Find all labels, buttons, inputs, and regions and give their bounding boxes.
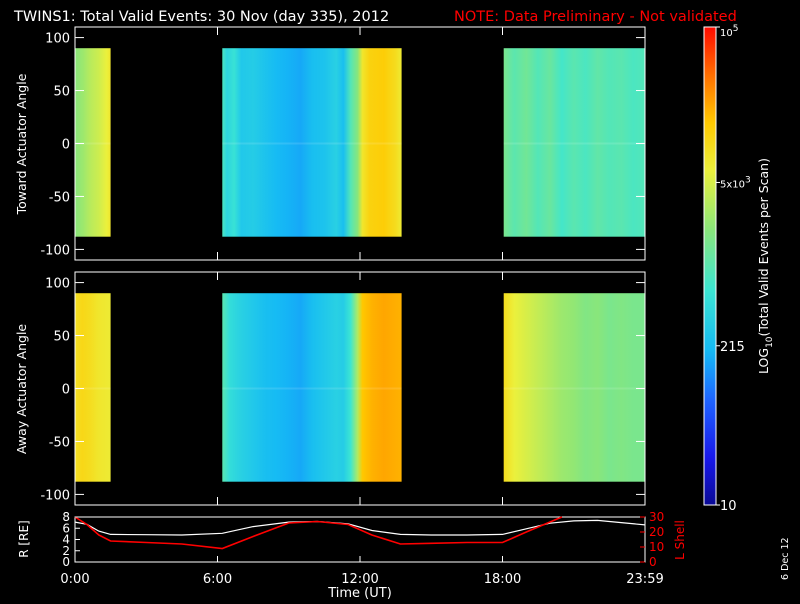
x-tick-label: 12:00 (341, 572, 378, 587)
colorbar-label: LOG10(Total Valid Events per Scan) (756, 158, 775, 374)
toward-y-tick-label: 50 (53, 85, 70, 100)
colorbar-tick-label: 5x103 (720, 175, 751, 190)
away-heatmap-block (222, 293, 402, 482)
away-y-tick-label: 0 (62, 383, 70, 398)
away-y-ticks: 100 50 0 -50 -100 (40, 272, 646, 505)
lshell-line (74, 516, 563, 550)
away-y-tick-label: -50 (49, 435, 70, 450)
away-y-tick-label: 100 (45, 277, 70, 292)
lshell-tick-label: 20 (649, 525, 664, 539)
date-stamp: 6 Dec 12 (780, 537, 791, 580)
away-y-tick-label: -100 (40, 488, 70, 503)
colorbar: 10 215 5x103 105 LOG10(Total Valid Events p… (703, 24, 775, 514)
colorbar-tick-label: 10 (720, 499, 737, 514)
r-tick-label: 6 (62, 521, 70, 535)
colorbar-fill (704, 27, 716, 505)
toward-heatmap-blocks (75, 48, 645, 237)
away-y-axis-label: Away Actuator Angle (14, 324, 29, 455)
colorbar-tick-label: 215 (720, 340, 745, 355)
away-y-tick-label: 50 (53, 330, 70, 345)
toward-y-tick-label: 100 (45, 32, 70, 47)
orbit-lines (74, 516, 646, 550)
x-tick-label: 6:00 (203, 572, 232, 587)
toward-heatmap-block (503, 48, 645, 237)
colorbar-frame (703, 26, 717, 506)
colorbar-gradient (704, 27, 716, 505)
toward-y-tick-label: -100 (40, 243, 70, 258)
x-axis-ticks: 0:00 6:00 12:00 18:00 23:59 (60, 556, 664, 587)
data-preliminary-note: NOTE: Data Preliminary - Not validated (454, 9, 737, 25)
toward-y-ticks: 100 50 0 -50 -100 (40, 27, 646, 260)
away-zero-band (75, 387, 111, 390)
plot-title: TWINS1: Total Valid Events: 30 Nov (day … (13, 9, 389, 25)
colorbar-ticks: 10 215 5x103 105 (716, 24, 751, 514)
away-zero-band (503, 387, 645, 390)
away-heatmap-blocks (75, 293, 645, 482)
lshell-axis-label: L Shell (673, 520, 687, 560)
toward-y-tick-label: -50 (49, 190, 70, 205)
x-tick-label: 0:00 (60, 572, 89, 587)
toward-heatmap-block (222, 48, 402, 237)
away-heatmap-block (503, 293, 645, 482)
r-distance-line (74, 519, 646, 536)
r-axis-label: R [RE] (17, 520, 31, 557)
r-tick-label: 2 (62, 544, 70, 558)
toward-zero-band (75, 142, 111, 145)
lshell-tick-label: 0 (649, 555, 657, 569)
r-tick-label: 4 (62, 533, 70, 547)
r-tick-label: 0 (62, 555, 70, 569)
away-zero-band (222, 387, 402, 390)
x-tick-label: 23:59 (626, 572, 663, 587)
toward-heatmap-block (75, 48, 111, 237)
toward-y-axis-label: Toward Actuator Angle (14, 73, 29, 215)
x-axis-label: Time (UT) (327, 586, 392, 600)
x-tick-label: 18:00 (484, 572, 521, 587)
lshell-tick-label: 30 (649, 510, 664, 524)
colorbar-tick-label: 105 (720, 24, 738, 39)
toward-heatmap-panel: 100 50 0 -50 -100 Toward Actuator Angle (14, 26, 646, 261)
away-heatmap-panel: 100 50 0 -50 -100 Away Actuator Angle (14, 271, 646, 506)
lshell-tick-label: 10 (649, 540, 664, 554)
r-tick-label: 8 (62, 510, 70, 524)
toward-zero-band (503, 142, 645, 145)
toward-zero-band (222, 142, 402, 145)
toward-y-tick-label: 0 (62, 138, 70, 153)
away-heatmap-block (75, 293, 111, 482)
